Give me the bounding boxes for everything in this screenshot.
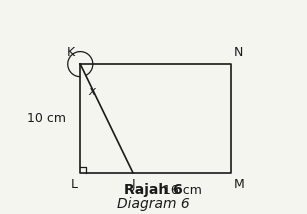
Text: L: L (71, 178, 78, 191)
Text: 10 cm: 10 cm (27, 112, 66, 125)
Text: K: K (67, 46, 75, 59)
Text: M: M (234, 178, 244, 191)
Text: 16 cm: 16 cm (162, 184, 201, 197)
Text: N: N (234, 46, 243, 59)
Text: x: x (88, 85, 95, 98)
Text: J: J (131, 178, 135, 191)
Text: Rajah 6: Rajah 6 (124, 183, 183, 197)
Text: Diagram 6: Diagram 6 (117, 197, 190, 211)
